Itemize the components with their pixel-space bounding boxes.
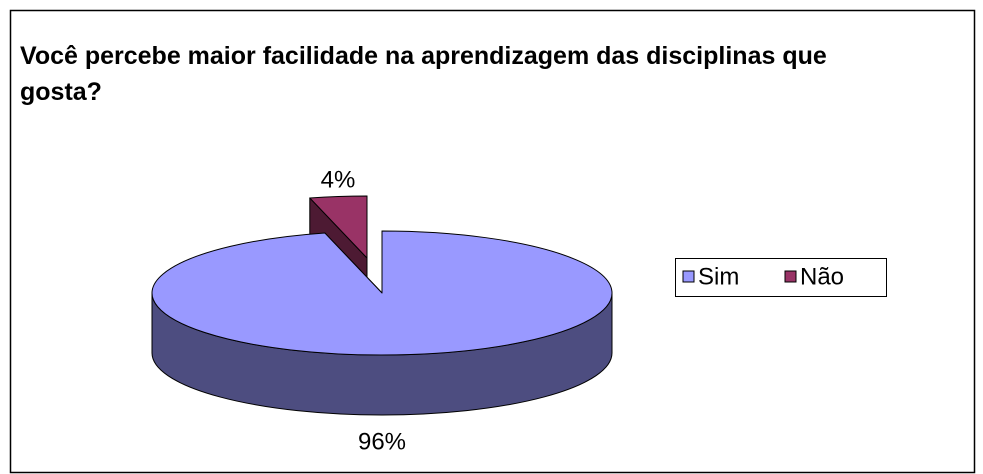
legend-label: Não — [800, 263, 844, 290]
data-label: 96% — [358, 428, 406, 455]
legend-swatch — [784, 270, 797, 283]
legend-swatch — [682, 270, 695, 283]
pie-slice — [309, 195, 368, 259]
data-label: 4% — [321, 166, 356, 193]
legend-box — [675, 258, 887, 297]
legend-label: Sim — [698, 263, 739, 290]
chart-title: Você percebe maior facilidade na aprendi… — [20, 42, 827, 106]
pie-slice — [151, 230, 613, 356]
chart-border — [9, 9, 976, 474]
